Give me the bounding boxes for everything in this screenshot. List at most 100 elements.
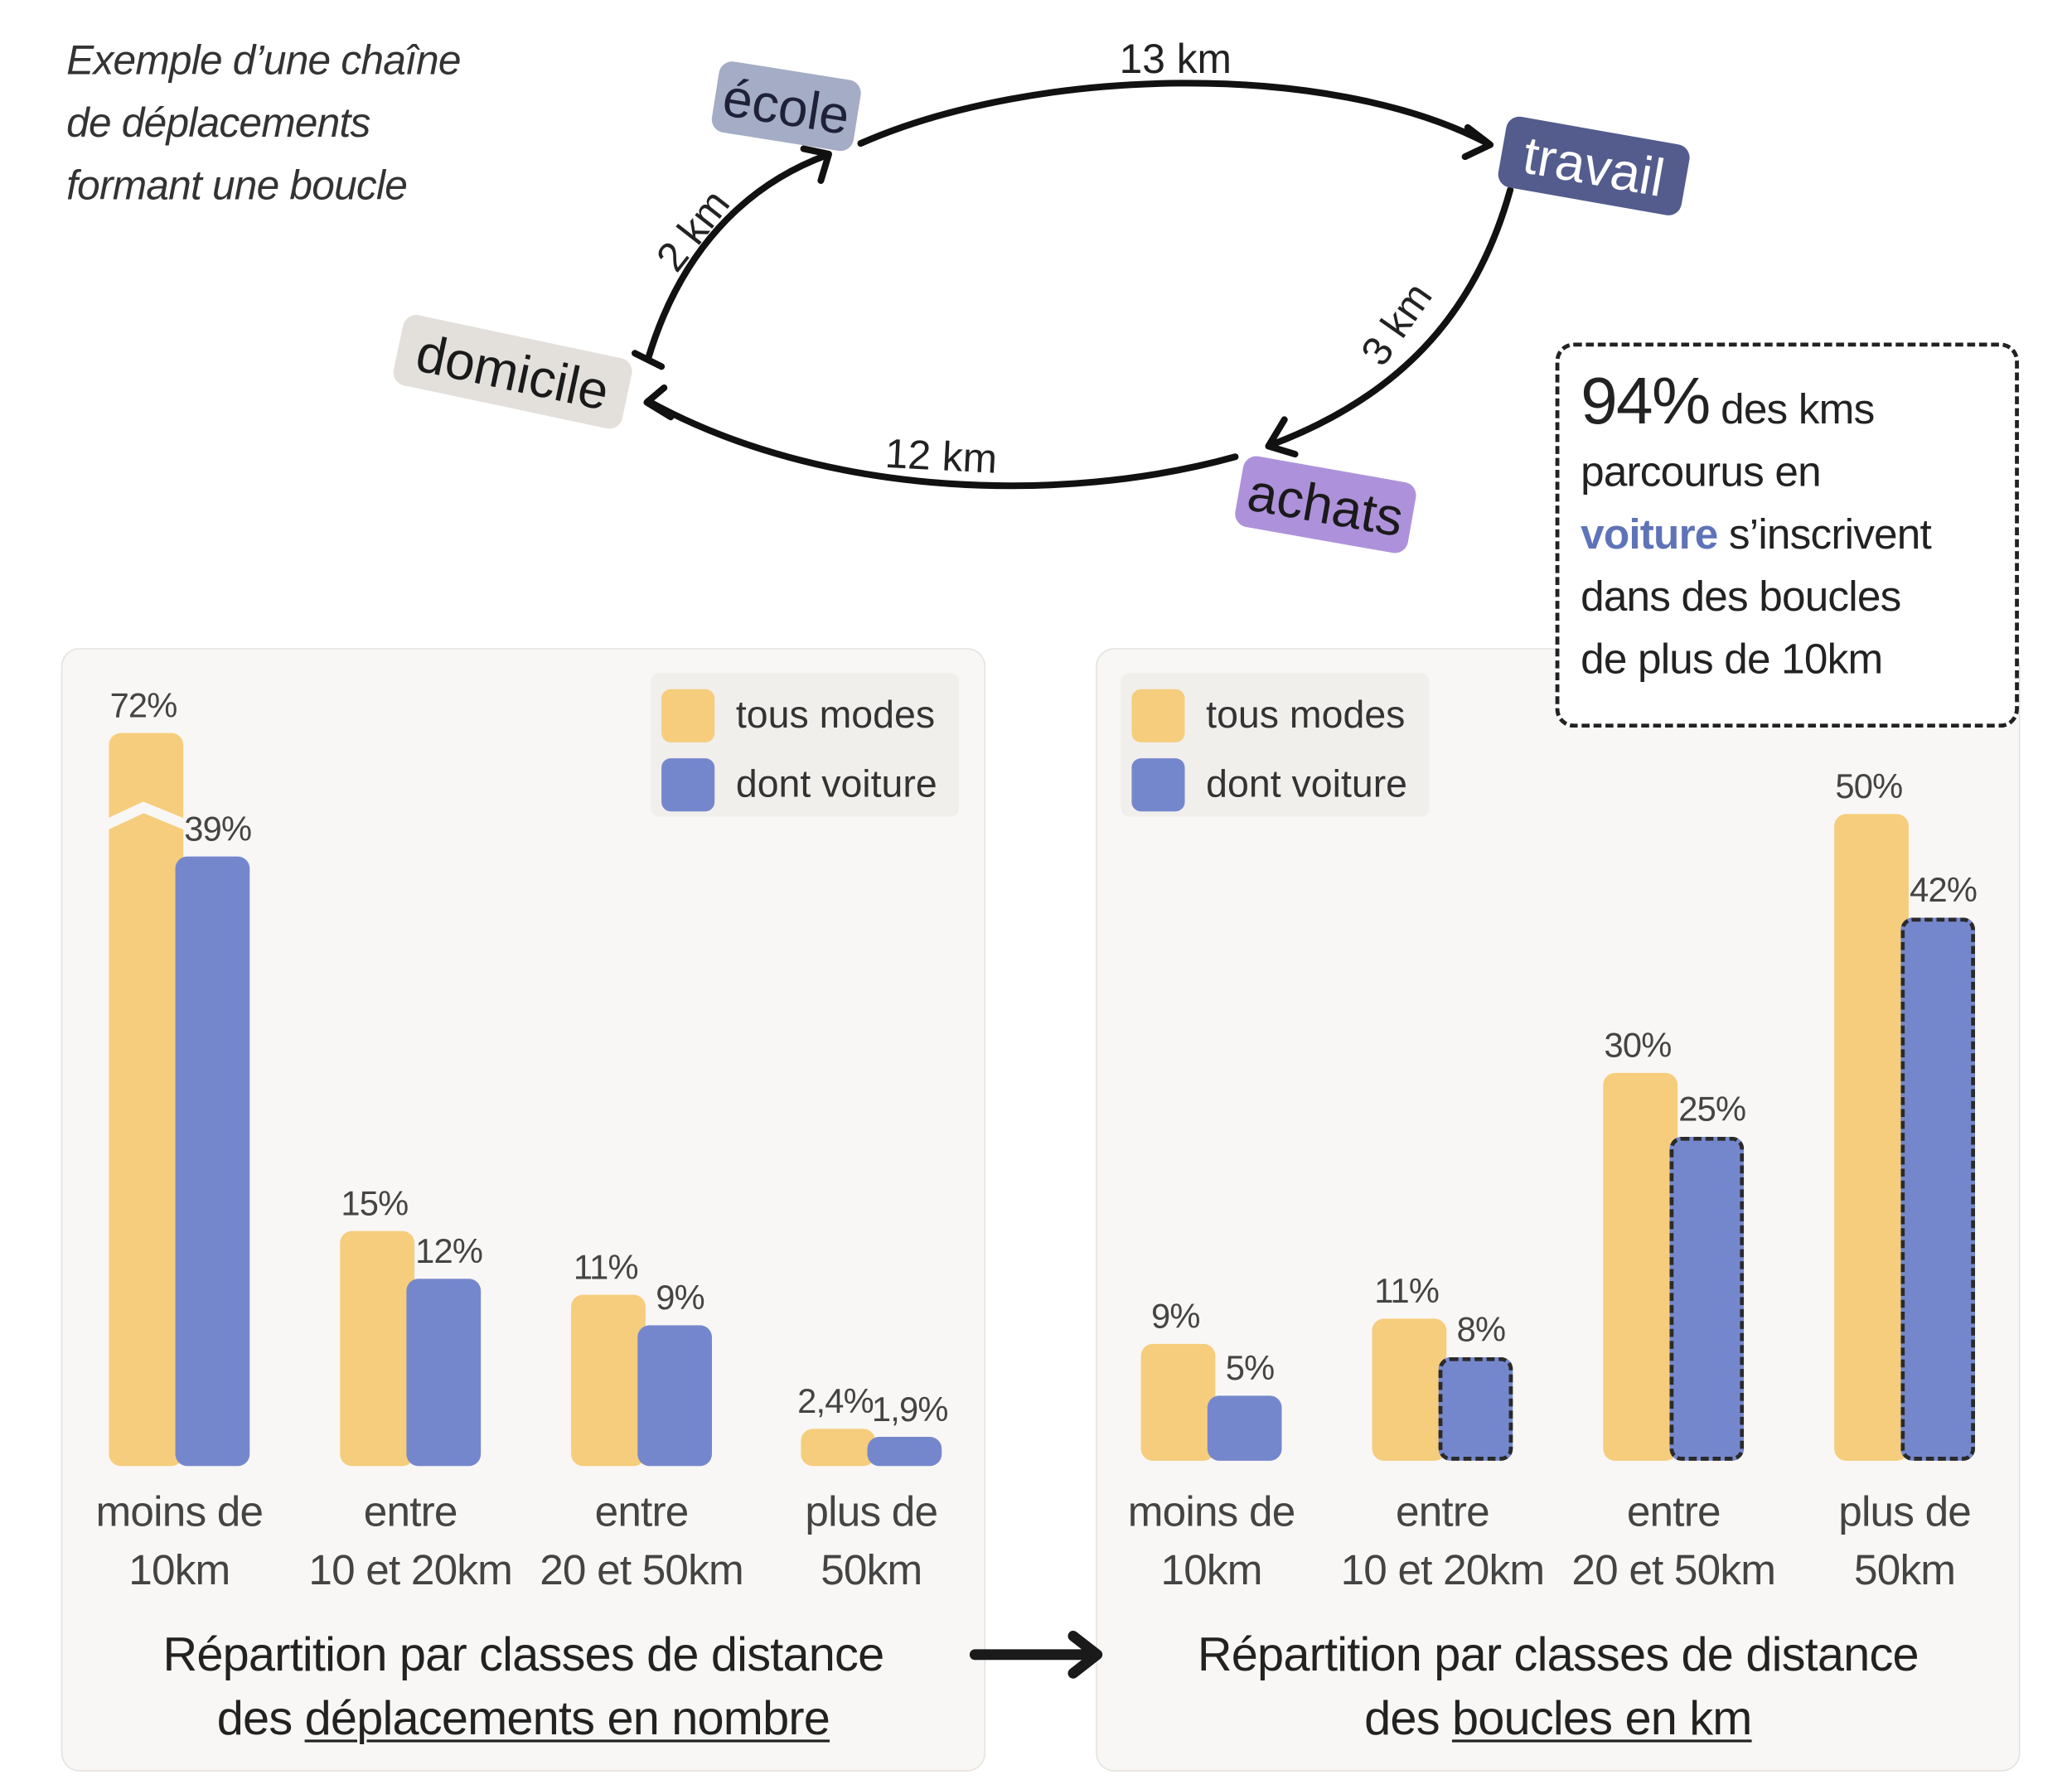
bar-voiture (1438, 1356, 1513, 1461)
callout-box: 94% des kms parcourus en voiture s’inscr… (1555, 342, 2019, 728)
value-label: 30% (1604, 1024, 1672, 1065)
node-achats-bg (1235, 456, 1416, 554)
node-travail-bg (1498, 116, 1690, 215)
distance-achats-domicile: 12 km (884, 430, 999, 482)
bar-tous-modes (1834, 813, 1909, 1461)
category-label: entre 10 et 20km (308, 1487, 513, 1594)
node-domicile: domicile (393, 315, 632, 429)
node-achats-label: achats (1243, 462, 1407, 549)
node-ecole: école (711, 61, 861, 152)
bar-tous-modes (1603, 1072, 1678, 1461)
legend-label-tous-modes: tous modes (1206, 694, 1406, 737)
value-label: 72% (109, 684, 178, 726)
distance-travail-achats: 3 km (1352, 274, 1441, 374)
distance-ecole-travail: 13 km (1120, 36, 1232, 82)
callout-line2: parcourus en (1581, 447, 1822, 496)
loop-start-tick (632, 350, 666, 370)
caption-line1: Répartition par classes de distance (1197, 1627, 1920, 1681)
arrow-travail-achats (1267, 186, 1514, 448)
value-label: 1,9% (871, 1388, 949, 1429)
node-travail-label: travail (1519, 124, 1669, 208)
value-label: 2,4% (797, 1380, 874, 1421)
bar-tous-modes (1372, 1318, 1447, 1461)
bar-tous-modes (801, 1428, 876, 1467)
value-label: 42% (1910, 868, 1978, 909)
legend-item-voiture: dont voiture (661, 756, 937, 815)
value-label: 15% (341, 1183, 409, 1224)
value-label: 11% (573, 1246, 639, 1287)
legend-boucles: tous modes dont voiture (1121, 673, 1430, 817)
category-label: moins de 10km (95, 1487, 264, 1594)
legend-swatch-tous-modes (661, 689, 715, 742)
category-label: entre 10 et 20km (1340, 1487, 1545, 1594)
node-ecole-bg (711, 61, 861, 152)
bar-tous-modes (340, 1231, 415, 1467)
bar-voiture (1900, 916, 1976, 1461)
bar-voiture (1669, 1137, 1745, 1461)
loop-example-title: Exemple d’une chaîne de déplacements for… (66, 29, 545, 216)
node-domicile-bg (393, 315, 632, 429)
value-label: 50% (1835, 765, 1903, 805)
caption-emphasis: boucles en km (1451, 1690, 1752, 1745)
value-label: 5% (1225, 1348, 1275, 1389)
legend-label-tous-modes: tous modes (735, 694, 936, 737)
panel-connector-arrow (969, 1630, 1103, 1679)
legend-swatch-tous-modes (1131, 689, 1185, 742)
bar-tous-modes (1140, 1344, 1216, 1461)
arrow-ecole-travail (857, 80, 1491, 147)
category-label: entre 20 et 50km (540, 1487, 743, 1594)
bar-voiture (406, 1278, 482, 1467)
callout-line5: de plus de 10km (1581, 635, 1883, 683)
value-label: 9% (1150, 1296, 1200, 1337)
node-achats: achats (1235, 456, 1416, 554)
arrowhead-domicile (643, 384, 675, 421)
legend-item-voiture: dont voiture (1131, 756, 1407, 815)
caption-prefix: des (216, 1690, 305, 1745)
bar-voiture (1207, 1395, 1282, 1461)
value-label: 9% (656, 1277, 704, 1318)
node-travail: travail (1498, 116, 1690, 215)
callout-line1: des kms (1721, 384, 1875, 433)
value-label: 12% (415, 1231, 483, 1271)
legend-swatch-voiture (1131, 758, 1185, 812)
category-label: moins de 10km (1127, 1487, 1295, 1594)
legend-label-voiture: dont voiture (1206, 762, 1408, 805)
loop-title-line-3: formant une boucle (66, 162, 408, 209)
legend-label-voiture: dont voiture (735, 762, 937, 805)
loop-title-line-1: Exemple d’une chaîne (66, 36, 461, 84)
value-label: 39% (184, 808, 252, 849)
value-label: 8% (1456, 1309, 1506, 1350)
caption-line1: Répartition par classes de distance (162, 1627, 884, 1681)
bar-tous-modes (109, 733, 184, 1467)
caption-emphasis: déplacements en nombre (304, 1690, 830, 1745)
legend-swatch-voiture (661, 758, 715, 812)
callout-line4: dans des boucles (1581, 572, 1901, 621)
callout-voiture: voiture (1581, 510, 1718, 558)
value-label: 11% (1374, 1270, 1440, 1311)
caption-boucles: Répartition par classes de distance des … (1096, 1622, 2020, 1750)
callout-big-number: 94% (1581, 364, 1711, 438)
legend-deplacements: tous modes dont voiture (651, 673, 960, 817)
bar-tous-modes (571, 1293, 646, 1467)
arrowhead-travail (1461, 123, 1494, 161)
bar-voiture (867, 1436, 942, 1467)
category-label: plus de 50km (1838, 1487, 1972, 1594)
legend-item-tous-modes: tous modes (1131, 687, 1405, 746)
axis-break-marker (104, 801, 189, 831)
arrow-achats-domicile (645, 397, 1239, 490)
bar-voiture (175, 856, 250, 1467)
caption-deplacements: Répartition par classes de distance des … (61, 1622, 985, 1750)
arrowhead-ecole (800, 145, 833, 184)
caption-prefix: des (1364, 1690, 1452, 1745)
legend-item-tous-modes: tous modes (661, 687, 935, 746)
loop-diagram: 13 km 12 km 2 km 3 km école travail domi… (393, 36, 1690, 554)
arrow-domicile-ecole (645, 152, 830, 362)
value-label: 25% (1678, 1089, 1746, 1129)
loop-title-line-2: de déplacements (66, 99, 370, 147)
arrowhead-achats (1265, 416, 1299, 458)
category-label: plus de 50km (805, 1487, 938, 1594)
callout-line3: s’inscrivent (1728, 510, 1932, 558)
distance-domicile-ecole: 2 km (647, 181, 738, 279)
bar-voiture (637, 1325, 712, 1467)
